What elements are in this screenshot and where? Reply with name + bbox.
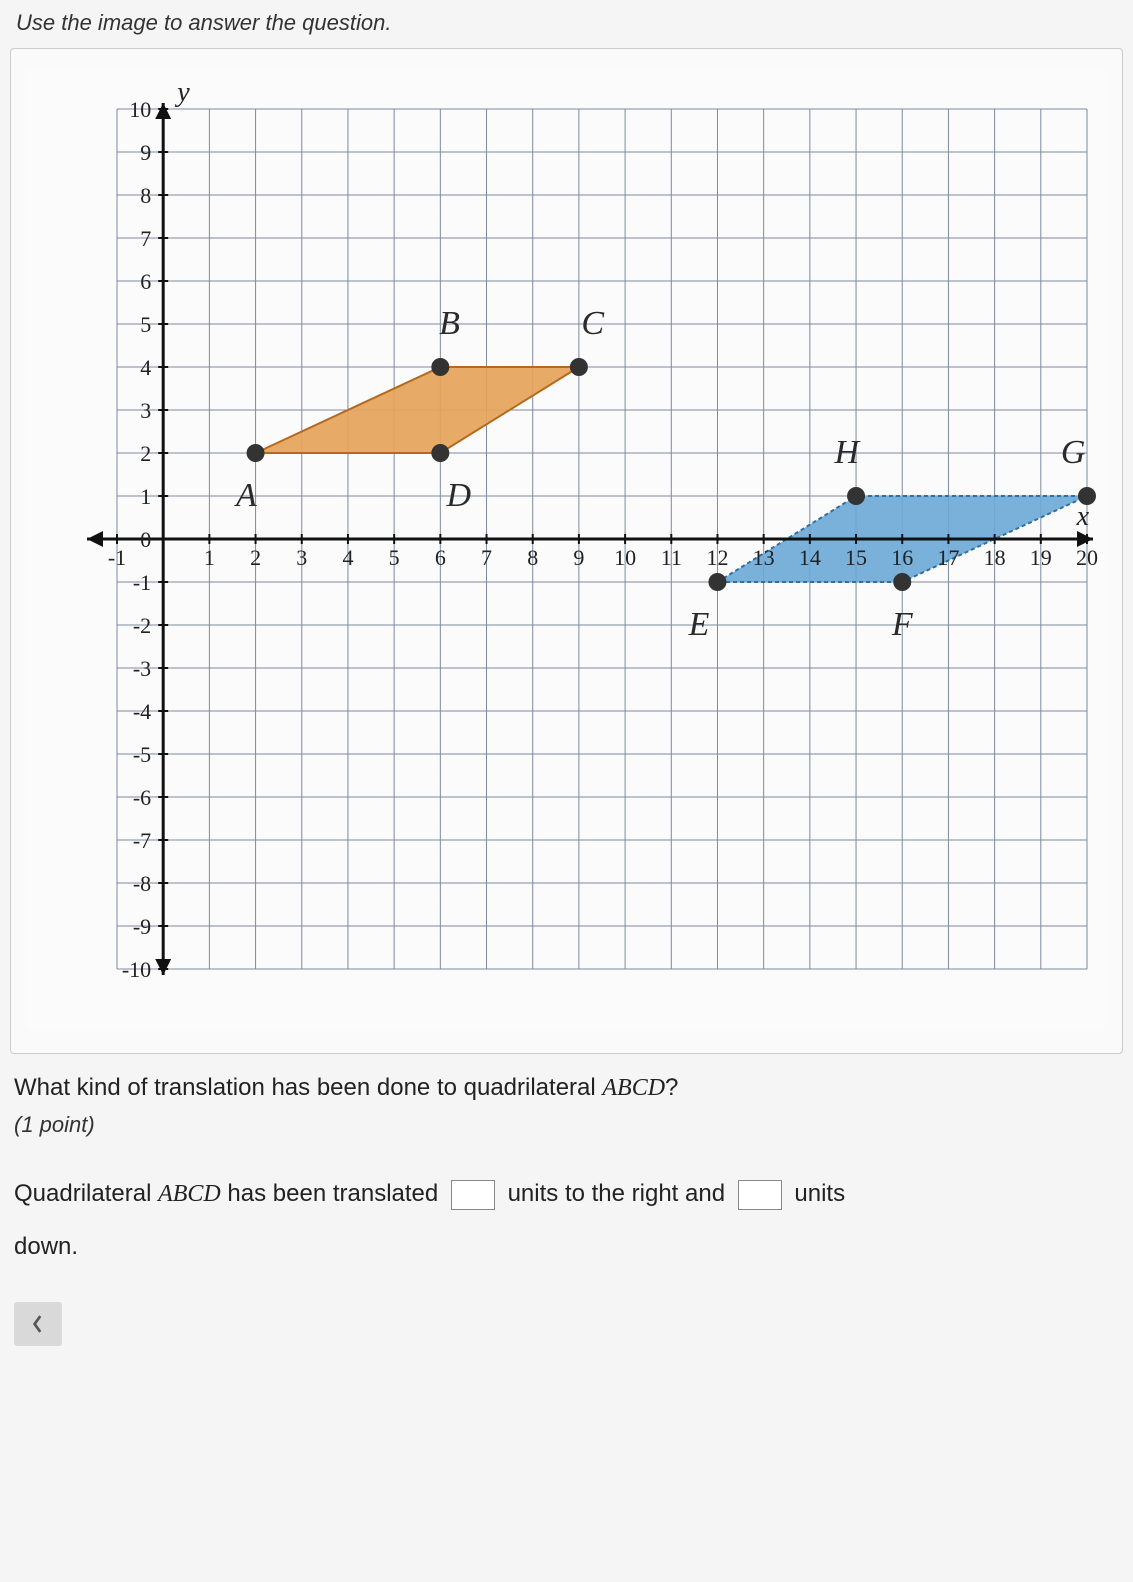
svg-text:H: H: [834, 434, 862, 471]
svg-text:D: D: [446, 477, 472, 514]
svg-text:-1: -1: [133, 570, 151, 595]
question-prefix: What kind of translation has been done t…: [14, 1074, 602, 1101]
prev-button[interactable]: [14, 1302, 62, 1346]
svg-text:5: 5: [389, 545, 400, 570]
svg-text:10: 10: [614, 545, 636, 570]
svg-text:9: 9: [573, 545, 584, 570]
instruction-text: Use the image to answer the question.: [10, 10, 1123, 36]
points-label: (1 point): [14, 1112, 1119, 1138]
answer-line: Quadrilateral ABCD has been translated u…: [14, 1168, 1119, 1274]
svg-text:1: 1: [204, 545, 215, 570]
svg-text:3: 3: [296, 545, 307, 570]
svg-text:17: 17: [937, 545, 959, 570]
svg-text:6: 6: [140, 269, 151, 294]
question-shape: ABCD: [602, 1075, 665, 1101]
svg-text:12: 12: [706, 545, 728, 570]
svg-text:13: 13: [753, 545, 775, 570]
svg-text:20: 20: [1076, 545, 1098, 570]
blank-down-units[interactable]: [738, 1180, 782, 1210]
answer-last: down.: [14, 1233, 78, 1260]
svg-text:5: 5: [140, 312, 151, 337]
svg-text:2: 2: [140, 441, 151, 466]
svg-text:B: B: [439, 305, 460, 342]
svg-text:7: 7: [140, 226, 151, 251]
svg-text:-3: -3: [133, 656, 151, 681]
svg-text:-2: -2: [133, 613, 151, 638]
coordinate-chart: -11234567891011121314151617181920-10-9-8…: [27, 69, 1106, 1029]
chevron-left-icon: [31, 1315, 45, 1333]
answer-shape: ABCD: [158, 1181, 221, 1207]
svg-text:11: 11: [661, 545, 682, 570]
svg-text:-4: -4: [133, 699, 151, 724]
svg-text:19: 19: [1030, 545, 1052, 570]
svg-text:C: C: [581, 305, 604, 342]
svg-text:A: A: [234, 477, 257, 514]
svg-text:8: 8: [527, 545, 538, 570]
svg-text:x: x: [1076, 501, 1090, 532]
answer-prefix: Quadrilateral: [14, 1180, 158, 1207]
chart-panel: -11234567891011121314151617181920-10-9-8…: [10, 48, 1123, 1054]
svg-text:1: 1: [140, 484, 151, 509]
svg-text:-9: -9: [133, 914, 151, 939]
svg-text:18: 18: [984, 545, 1006, 570]
svg-text:15: 15: [845, 545, 867, 570]
svg-text:4: 4: [140, 355, 151, 380]
svg-text:E: E: [688, 606, 710, 643]
svg-text:-8: -8: [133, 871, 151, 896]
svg-text:G: G: [1061, 434, 1086, 471]
answer-mid2: units to the right and: [501, 1180, 732, 1207]
svg-text:7: 7: [481, 545, 492, 570]
svg-text:4: 4: [342, 545, 353, 570]
svg-text:-7: -7: [133, 828, 151, 853]
svg-text:-5: -5: [133, 742, 151, 767]
answer-mid3: units: [788, 1180, 845, 1207]
svg-text:10: 10: [129, 97, 151, 122]
svg-text:8: 8: [140, 183, 151, 208]
question-text: What kind of translation has been done t…: [14, 1074, 1119, 1102]
svg-text:0: 0: [140, 527, 151, 552]
svg-text:-6: -6: [133, 785, 151, 810]
svg-text:F: F: [891, 606, 914, 643]
svg-text:14: 14: [799, 545, 821, 570]
svg-text:3: 3: [140, 398, 151, 423]
svg-text:-1: -1: [108, 545, 126, 570]
svg-text:16: 16: [891, 545, 913, 570]
svg-text:2: 2: [250, 545, 261, 570]
svg-text:9: 9: [140, 140, 151, 165]
question-suffix: ?: [665, 1074, 678, 1101]
svg-text:6: 6: [435, 545, 446, 570]
svg-text:y: y: [174, 77, 190, 108]
blank-right-units[interactable]: [451, 1180, 495, 1210]
answer-mid1: has been translated: [221, 1180, 445, 1207]
svg-text:-10: -10: [122, 957, 151, 982]
